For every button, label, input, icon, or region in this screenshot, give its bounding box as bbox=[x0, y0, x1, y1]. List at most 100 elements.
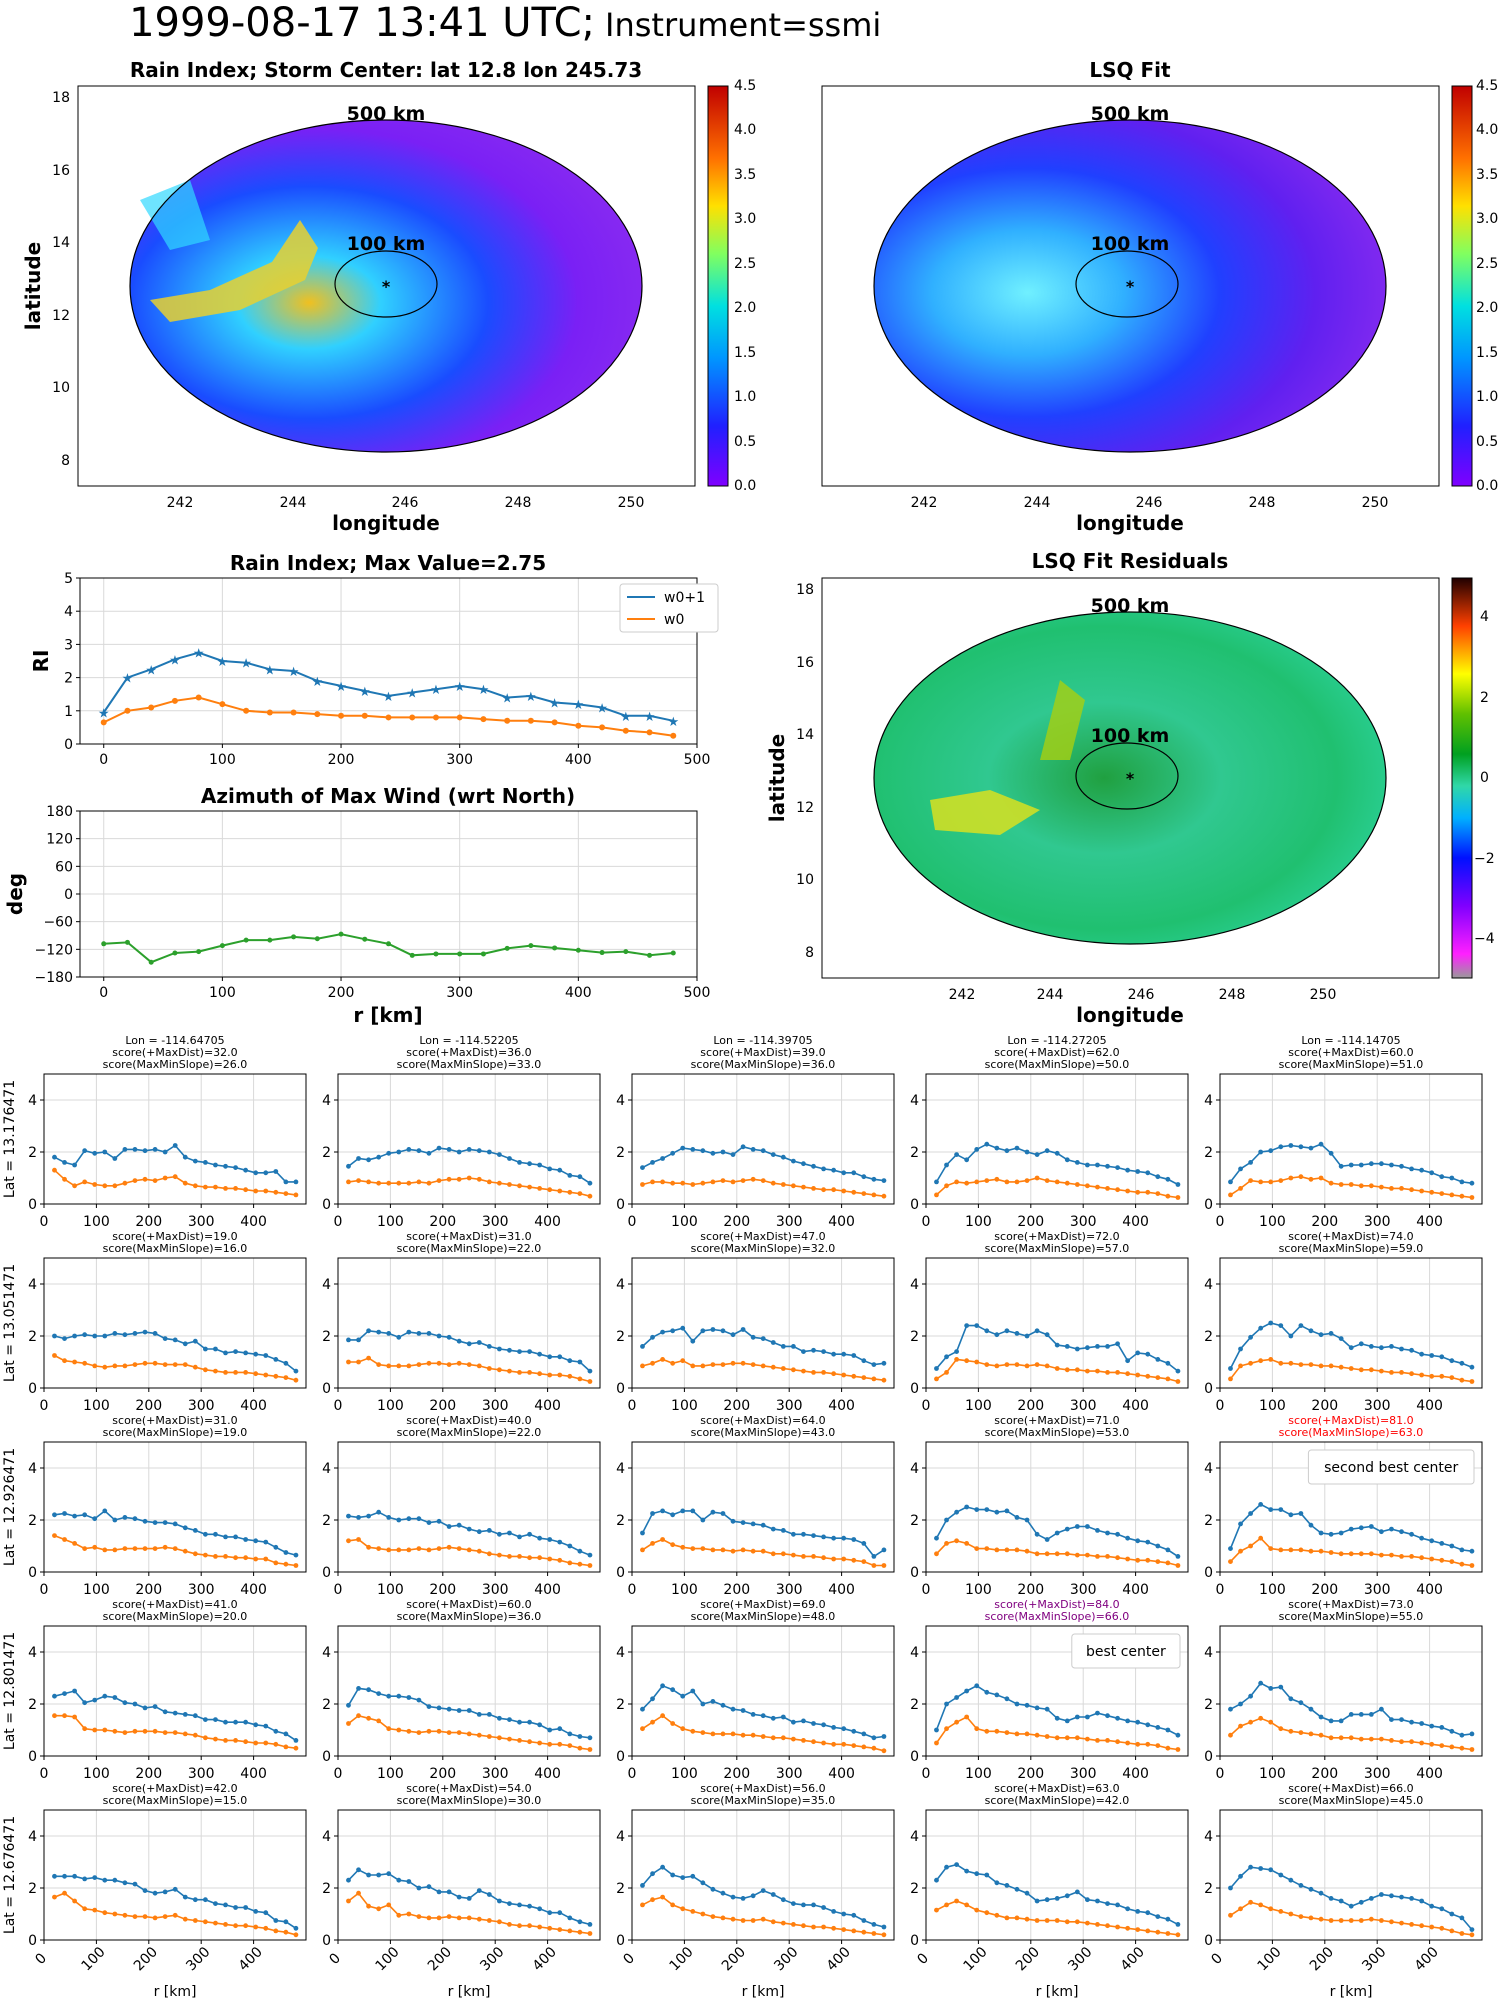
rain-lat-ticks: 8 10 12 14 16 18 bbox=[52, 90, 70, 469]
w0-point bbox=[263, 1556, 269, 1562]
w0p1-point bbox=[1024, 1333, 1030, 1339]
w0-point bbox=[527, 1555, 532, 1561]
azimuth-point bbox=[528, 943, 534, 949]
w0p1-point bbox=[486, 1344, 492, 1349]
w0p1-point bbox=[577, 1734, 583, 1739]
y-tick-label: 5 bbox=[64, 571, 73, 587]
w0p1-point bbox=[1095, 1710, 1100, 1716]
x-tick-label: 300 bbox=[1070, 1214, 1097, 1230]
w0-point bbox=[974, 1726, 980, 1732]
w0-point bbox=[376, 1906, 382, 1912]
w0-point bbox=[537, 1371, 543, 1377]
w0-point bbox=[273, 1560, 279, 1566]
w0-point bbox=[831, 1371, 837, 1377]
w0-point bbox=[273, 1741, 279, 1747]
w0p1-point bbox=[263, 1539, 269, 1545]
w0p1-point bbox=[934, 1727, 939, 1733]
w0-point bbox=[851, 1189, 857, 1195]
w0-point bbox=[1024, 1548, 1030, 1554]
w0p1-point bbox=[1125, 1535, 1131, 1541]
w0p1-point bbox=[1298, 1144, 1304, 1150]
w0-point bbox=[1064, 1180, 1070, 1186]
w0-point bbox=[964, 1180, 970, 1186]
w0p1-point bbox=[102, 1508, 108, 1514]
w0p1-point bbox=[700, 1148, 706, 1154]
candidate-panel: score(MaxMinSlope)=53.0score(+MaxDist)=7… bbox=[910, 1414, 1189, 1598]
w0p1-point bbox=[640, 1706, 645, 1712]
x-tick-label: 100 bbox=[372, 1944, 402, 1974]
x-tick-label: 300 bbox=[188, 1398, 215, 1414]
w0p1-point bbox=[994, 1509, 1000, 1515]
w0-point bbox=[954, 1719, 960, 1725]
x-tick-label: 0 bbox=[628, 1582, 637, 1598]
w0-point bbox=[730, 1360, 736, 1366]
score-maxminslope: score(MaxMinSlope)=22.0 bbox=[397, 1242, 542, 1255]
resid-map-title: LSQ Fit Residuals bbox=[1032, 549, 1229, 573]
w0p1-point bbox=[1268, 1686, 1274, 1691]
w0p1-point bbox=[456, 1149, 462, 1155]
w0-point bbox=[974, 1907, 980, 1913]
y-tick-label: 4 bbox=[1204, 1829, 1213, 1845]
w0p1-point bbox=[1238, 1166, 1243, 1172]
w0p1-point bbox=[466, 1526, 472, 1532]
w0-point bbox=[346, 1721, 351, 1726]
center-legend-box bbox=[1071, 1633, 1181, 1669]
plot-frame bbox=[631, 1441, 895, 1573]
w0p1-point bbox=[112, 1877, 118, 1883]
w0p1-point bbox=[1429, 1353, 1435, 1358]
w0p1-point bbox=[1409, 1896, 1414, 1901]
lsq-fit-map-panel: LSQ Fit 500 km 100 km * 242 244 246 248 … bbox=[821, 58, 1498, 535]
w0p1-point bbox=[102, 1693, 108, 1699]
w0-point bbox=[283, 1191, 289, 1196]
y-tick-label: 4 bbox=[1204, 1461, 1213, 1477]
w0-point bbox=[831, 1556, 837, 1562]
y-tick-label: 2 bbox=[910, 1881, 919, 1897]
w0-point bbox=[1268, 1546, 1274, 1551]
w0-point bbox=[1084, 1552, 1090, 1558]
w0p1-point bbox=[730, 1332, 736, 1338]
w0p1-point bbox=[1228, 1546, 1233, 1551]
w0-point bbox=[1268, 1357, 1274, 1362]
plot-area bbox=[338, 1442, 600, 1572]
w0p1-point bbox=[446, 1706, 452, 1712]
w0-point bbox=[994, 1547, 1000, 1553]
w0p1-point bbox=[1348, 1345, 1354, 1351]
w0p1-point bbox=[356, 1867, 361, 1873]
w0-point bbox=[1238, 1363, 1243, 1369]
w0-point bbox=[680, 1544, 686, 1550]
x-tick-label: 100 bbox=[960, 1944, 990, 1974]
w0-point bbox=[1399, 1554, 1404, 1559]
colorbar-tick: 4.0 bbox=[1476, 122, 1498, 138]
w0p1-point bbox=[62, 1336, 67, 1341]
w0p1-point bbox=[202, 1717, 208, 1722]
w0p1-point bbox=[710, 1509, 716, 1515]
w0-point bbox=[881, 1748, 887, 1754]
w0p1-point bbox=[537, 1722, 543, 1728]
w0-point bbox=[740, 1360, 746, 1366]
rain-band-yellow bbox=[150, 220, 318, 322]
w0p1-point bbox=[760, 1888, 766, 1893]
w0p1-point bbox=[974, 1147, 980, 1152]
w0p1-point bbox=[1004, 1883, 1010, 1888]
w0p1-point bbox=[1328, 1531, 1334, 1537]
score-maxdist: score(+MaxDist)=36.0 bbox=[406, 1046, 531, 1059]
w0-point bbox=[1084, 1736, 1090, 1742]
w0-point bbox=[52, 1894, 57, 1900]
x-tick-label: 300 bbox=[1070, 1766, 1097, 1782]
w0p1-point bbox=[416, 1885, 422, 1891]
w0-point bbox=[1105, 1370, 1110, 1375]
w0-point bbox=[710, 1547, 716, 1553]
w0-point bbox=[1105, 1186, 1110, 1191]
w0p1-point bbox=[273, 1544, 279, 1550]
w0p1-point bbox=[92, 1150, 98, 1156]
w0-point bbox=[1389, 1738, 1394, 1743]
x-tick-label: 400 bbox=[1122, 1766, 1149, 1782]
w0-point bbox=[1368, 1367, 1374, 1373]
x-tick-label: 500 bbox=[684, 752, 711, 768]
w0p1-point bbox=[1449, 1911, 1455, 1917]
w0-point bbox=[1348, 1918, 1354, 1923]
w0-point bbox=[466, 1175, 472, 1181]
w0-point bbox=[124, 707, 131, 714]
candidate-panel: score(MaxMinSlope)=36.0score(+MaxDist)=6… bbox=[322, 1598, 601, 1782]
w0p1-point bbox=[507, 1901, 512, 1906]
